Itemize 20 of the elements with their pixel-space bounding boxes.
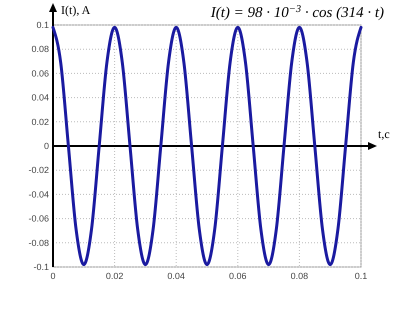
chart-title: I(t) = 98 · 10$^{−3}$ · cos (314 · t) — [210, 4, 384, 21]
y-tick-label: 0 — [44, 141, 49, 151]
y-tick-label: 0.1 — [36, 20, 49, 30]
y-tick-label: 0.04 — [31, 92, 49, 103]
y-tick-label: -0.04 — [28, 189, 49, 200]
x-tick-label: 0.04 — [167, 271, 185, 281]
y-axis-title: I(t), A — [61, 3, 91, 17]
y-tick-label: 0.08 — [31, 44, 49, 54]
x-tick-label: 0.08 — [290, 271, 308, 281]
y-tick-label: -0.08 — [28, 238, 49, 248]
y-tick-label: -0.02 — [28, 165, 49, 176]
x-tick-label: 0.1 — [354, 271, 368, 281]
y-tick-label: -0.1 — [33, 262, 49, 272]
x-axis-title: t,c — [378, 127, 390, 141]
y-tick-label: 0.06 — [31, 68, 49, 78]
y-tick-label: -0.06 — [28, 214, 49, 224]
y-tick-label: 0.02 — [31, 116, 49, 127]
x-tick-label: 0.06 — [229, 271, 247, 281]
x-tick-label: 0.02 — [106, 271, 124, 281]
x-tick-label: 0 — [50, 271, 56, 281]
